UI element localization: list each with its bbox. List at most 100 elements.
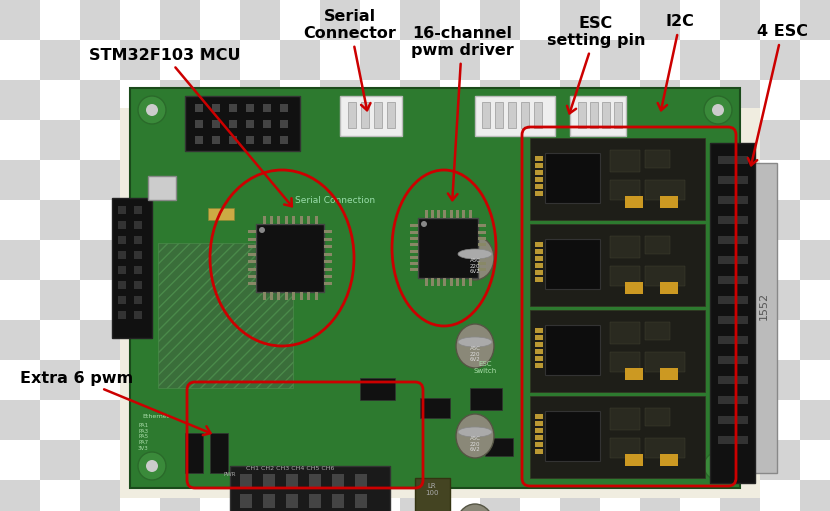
Bar [0,0,40,40]
Bar [248,283,256,286]
Bar [134,206,142,214]
Bar [280,240,320,280]
Bar [240,360,280,400]
Circle shape [138,96,166,124]
Bar [535,163,543,168]
Bar [440,120,480,160]
Bar [535,328,543,333]
Bar [230,466,390,511]
Circle shape [421,221,427,227]
Bar [440,280,480,320]
Bar [752,163,777,473]
Bar [521,102,529,128]
Bar [660,454,678,466]
Bar [610,266,640,286]
Bar [160,400,200,440]
Bar [443,210,447,218]
Bar [320,240,360,280]
Bar [535,449,543,454]
Bar [560,320,600,360]
Bar [720,440,760,480]
Bar [570,96,626,136]
Bar [277,292,281,300]
Bar [478,262,486,265]
Bar [320,440,360,480]
Bar [600,360,640,400]
Bar [160,440,200,480]
Bar [625,196,643,208]
Text: A5C
220
6V2: A5C 220 6V2 [470,346,481,362]
Bar [440,360,480,400]
Bar [195,136,203,144]
Bar [520,440,560,480]
Bar [332,494,344,508]
Bar [480,480,520,511]
Bar [212,104,220,112]
Bar [160,40,200,80]
Bar [0,360,40,400]
Bar [560,40,600,80]
Bar [680,400,720,440]
Bar [600,120,640,160]
Bar [263,120,271,128]
Text: A5C
220
6V2: A5C 220 6V2 [470,258,481,274]
Bar [660,196,678,208]
Bar [520,200,560,240]
Bar [374,102,382,128]
Bar [280,400,320,440]
Bar [240,440,280,480]
Bar [256,224,324,292]
Bar [720,360,760,400]
Bar [0,320,40,360]
Ellipse shape [458,427,492,437]
Bar [400,440,440,480]
Bar [720,480,760,511]
Bar [240,200,280,240]
Bar [277,216,281,224]
Bar [645,352,685,372]
Bar [640,480,680,511]
Bar [200,400,240,440]
Bar [80,280,120,320]
Bar [80,480,120,511]
Bar [680,160,720,200]
Bar [0,240,40,280]
Bar [324,268,332,271]
Bar [360,200,400,240]
Bar [410,250,418,252]
Bar [200,320,240,360]
Bar [240,320,280,360]
Bar [535,414,543,419]
Bar [468,278,471,286]
Bar [120,40,160,80]
Bar [440,200,480,240]
Bar [240,400,280,440]
Bar [535,277,543,282]
Bar [718,436,748,444]
Bar [640,360,680,400]
Bar [440,440,480,480]
Bar [200,0,240,40]
Text: 4 ESC: 4 ESC [748,25,808,165]
Bar [625,368,643,380]
Circle shape [704,96,732,124]
Bar [443,278,447,286]
Bar [520,120,560,160]
Bar [800,400,830,440]
Bar [160,80,200,120]
Bar [120,280,160,320]
Bar [160,360,200,400]
Bar [535,184,543,189]
Bar [400,40,440,80]
Bar [40,200,80,240]
Bar [320,280,360,320]
Bar [440,80,480,120]
Bar [285,292,288,300]
Bar [248,260,256,263]
Bar [309,474,321,488]
Bar [112,198,152,338]
Bar [229,136,237,144]
Bar [160,320,200,360]
Bar [625,282,643,294]
Bar [480,280,520,320]
